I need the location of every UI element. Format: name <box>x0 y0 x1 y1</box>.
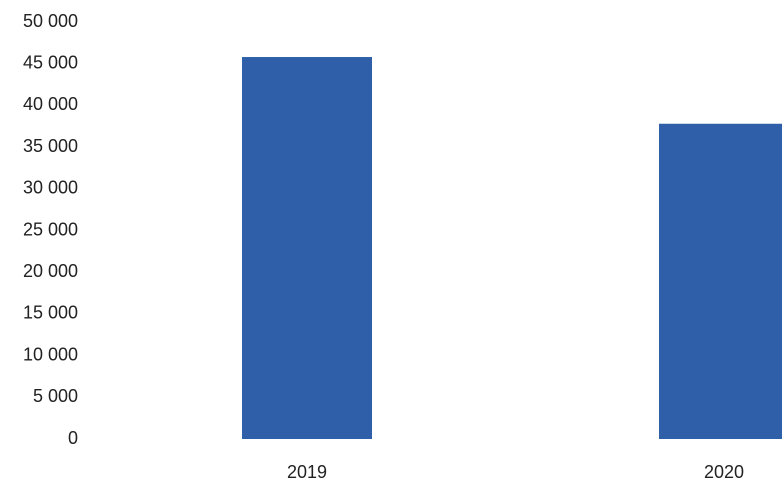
y-tick-label: 20 000 <box>23 261 78 281</box>
y-tick-label: 0 <box>68 428 78 448</box>
y-tick-label: 30 000 <box>23 178 78 198</box>
y-tick-label: 10 000 <box>23 344 78 364</box>
bar-2020 <box>659 123 782 440</box>
y-tick-label: 45 000 <box>23 52 78 72</box>
x-tick-label: 2019 <box>287 462 327 481</box>
bar-2019 <box>242 57 372 439</box>
y-tick-label: 15 000 <box>23 303 78 323</box>
y-tick-label: 5 000 <box>33 386 78 406</box>
bars <box>242 57 782 440</box>
y-tick-label: 25 000 <box>23 219 78 239</box>
y-tick-label: 35 000 <box>23 136 78 156</box>
x-axis: 2019 2020 <box>287 462 744 481</box>
y-axis: 0 5 000 10 000 15 000 20 000 25 000 30 000 35 0… <box>23 11 78 448</box>
x-tick-label: 2020 <box>704 462 744 481</box>
y-tick-label: 50 000 <box>23 11 78 31</box>
y-tick-label: 40 000 <box>23 94 78 114</box>
